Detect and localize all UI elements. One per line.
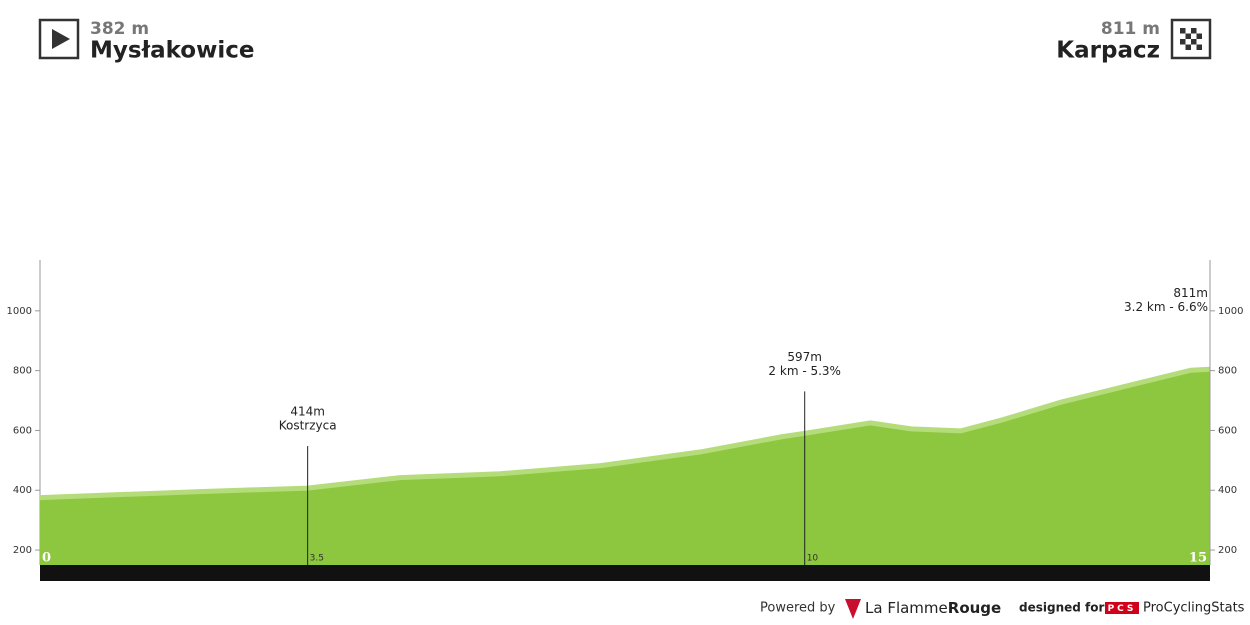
y-tick-label: 800 (1218, 366, 1237, 377)
x-tick-label: 15 (1189, 551, 1207, 566)
y-tick-label: 400 (13, 485, 32, 496)
annotation-elevation: 597m (787, 350, 822, 364)
designed-for: designed for (1019, 601, 1104, 615)
brand-light: La Flamme (865, 599, 948, 617)
powered-by: Powered by (760, 601, 836, 616)
annotation-elevation: 811m (1173, 286, 1208, 300)
footer: Powered by La FlammeRouge designed for P… (760, 599, 1245, 619)
finish-elevation: 811 m (1101, 19, 1160, 39)
start-name: Mysłakowice (90, 38, 254, 64)
y-tick-label: 600 (1218, 425, 1237, 436)
start-elevation: 382 m (90, 19, 149, 39)
site-name: ProCyclingStats (1143, 601, 1245, 616)
play-icon (52, 29, 70, 49)
brand-bold: Rouge (948, 599, 1001, 617)
flame-logo (845, 599, 861, 619)
brand: La FlammeRouge (865, 599, 1001, 617)
checkered-flag (1180, 28, 1202, 50)
y-tick-label: 1000 (7, 306, 32, 317)
x-tick-label: 0 (42, 551, 51, 566)
y-tick-label: 800 (13, 366, 32, 377)
y-tick-label: 600 (13, 425, 32, 436)
distance-band (40, 565, 1210, 581)
finish-name: Karpacz (1056, 38, 1160, 64)
annotation-text: Kostrzyca (279, 419, 337, 433)
annotation-elevation: 414m (290, 405, 325, 419)
y-tick-label: 1000 (1218, 306, 1243, 317)
plot: 200 200 400 400 600 600 800 800 1000 1000 0 3.5 10 15… (7, 260, 1243, 581)
x-tick-label: 3.5 (310, 554, 324, 564)
y-tick-label: 200 (1218, 545, 1237, 556)
x-tick-label: 10 (807, 554, 819, 564)
pcs-text: PCS (1108, 604, 1137, 614)
y-tick-label: 400 (1218, 485, 1237, 496)
y-tick-label: 200 (13, 545, 32, 556)
pcs-logo (1105, 602, 1139, 614)
annotation-text: 3.2 km - 6.6% (1124, 300, 1208, 314)
start-icon (38, 18, 80, 60)
annotation-text: 2 km - 5.3% (768, 364, 841, 378)
profile-area (40, 367, 1210, 565)
